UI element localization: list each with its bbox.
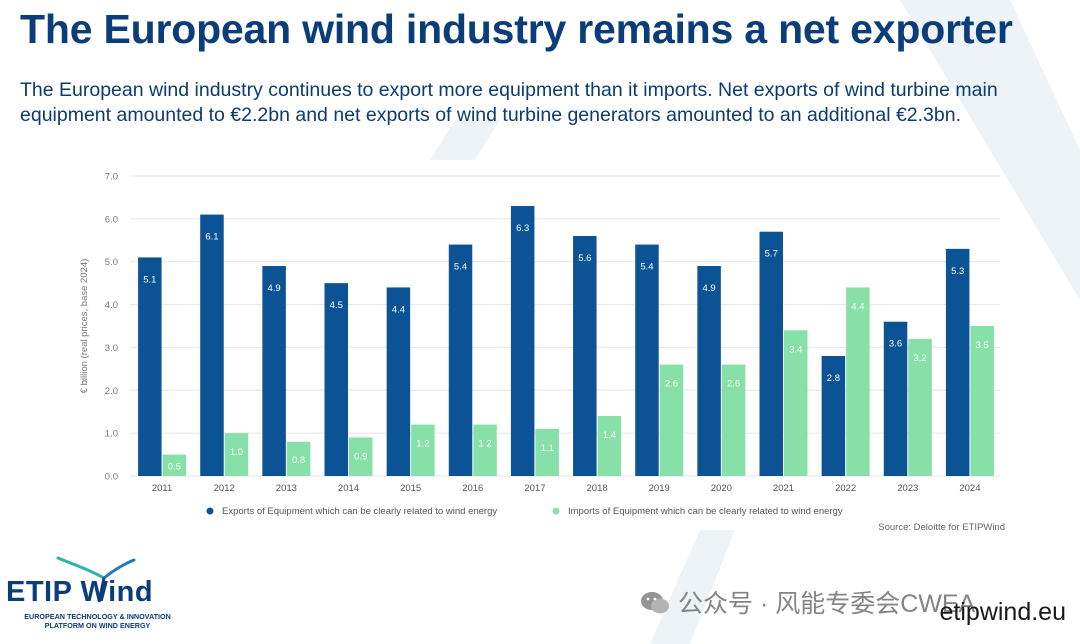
y-tick-label: 3.0 [105,343,118,354]
imports-bar [162,454,187,476]
legend-imports-marker [552,507,560,515]
imports-bar [908,338,932,476]
exports-bar [386,287,411,476]
imports-bar [970,326,994,476]
etip-wind-logo: ETIP Wind EUROPEAN TECHNOLOGY & INNOVATI… [6,556,191,636]
imports-bar [411,424,435,476]
y-tick-label: 1.0 [105,429,118,440]
watermark: 公众号 · 风能专委会CWEA [640,584,975,620]
y-tick-label: 2.0 [105,386,118,397]
y-tick-label: 6.0 [105,214,118,225]
exports-bar [635,244,659,476]
exports-data-label: 3.6 [889,339,902,350]
x-tick-label: 2017 [524,483,545,494]
x-tick-label: 2015 [400,483,421,494]
exports-bar [324,283,348,476]
x-tick-label: 2020 [711,483,732,494]
exports-data-label: 2.8 [827,373,840,384]
exports-data-label: 4.4 [392,304,405,315]
imports-data-label: 3.4 [789,344,802,355]
y-axis-label: € billion (real prices, base 2024) [79,259,90,394]
imports-data-label: 1.0 [230,447,243,458]
imports-bar [224,433,249,476]
page-title: The European wind industry remains a net… [20,6,1013,52]
x-tick-label: 2022 [835,483,856,494]
y-tick-label: 4.0 [105,300,118,311]
imports-data-label: 1.2 [416,439,429,450]
exports-data-label: 6.1 [205,232,218,243]
x-tick-label: 2023 [897,483,918,494]
imports-data-label: 0.5 [168,461,181,472]
imports-data-label: 4.4 [851,301,864,312]
exports-data-label: 5.3 [951,266,964,277]
y-tick-label: 0.0 [105,472,118,483]
watermark-text: 公众号 · 风能专委会CWEA [678,590,976,618]
exports-bar [697,266,721,476]
exports-bar [945,248,970,476]
exports-bar [262,266,286,476]
imports-data-label: 3.5 [976,340,989,351]
wind-turbine-icon [56,556,136,603]
exports-bar [138,257,162,476]
x-tick-label: 2012 [214,483,235,494]
imports-bar [784,330,808,476]
imports-data-label: 2.6 [727,379,740,390]
exports-data-label: 5.4 [640,262,653,273]
x-tick-label: 2021 [773,483,794,494]
logo-wordmark: ETIP Wind [6,576,154,608]
exports-bar [883,321,908,476]
imports-bar [535,428,559,476]
x-tick-label: 2019 [649,483,670,494]
page-subtitle: The European wind industry continues to … [20,79,998,126]
x-tick-label: 2014 [338,483,359,494]
imports-data-label: 1.1 [541,443,554,454]
exports-bar [510,206,535,476]
x-tick-label: 2018 [587,483,608,494]
imports-bar [846,287,870,476]
x-tick-label: 2013 [276,483,297,494]
wechat-icon [641,592,669,614]
exports-data-label: 6.3 [516,223,529,234]
x-tick-label: 2024 [959,483,980,494]
imports-bar [349,437,373,476]
exports-bar [821,356,846,476]
exports-bar [573,236,597,476]
x-tick-label: 2016 [462,483,483,494]
x-tick-label: 2011 [152,483,172,494]
exports-bar [759,231,783,476]
imports-data-label: 0.9 [354,451,367,462]
exports-data-label: 5.4 [454,262,467,273]
imports-bar [473,424,497,476]
bar-chart: 0.0 1.0 2.0 3.0 4.0 5.0 6.0 7.0 € billion (real … [79,172,1000,517]
legend-exports-marker [206,507,214,515]
imports-data-label: 3.2 [913,353,926,364]
imports-bar [597,416,622,476]
exports-data-label: 4.9 [267,283,280,294]
exports-data-label: 5.6 [578,253,591,264]
legend-imports-label: Imports of Equipment which can be clearl… [568,506,843,517]
imports-data-label: 1.4 [603,430,616,441]
y-tick-label: 5.0 [105,257,118,268]
imports-data-label: 2.6 [665,379,678,390]
imports-data-label: 0.8 [292,455,305,466]
exports-data-label: 4.5 [330,300,343,311]
y-tick-label: 7.0 [105,172,118,183]
exports-data-label: 5.7 [765,249,778,260]
website-url[interactable]: etipwind.eu [939,598,1066,626]
exports-bar [448,244,473,476]
exports-data-label: 5.1 [143,274,156,285]
chart-source: Source: Deloitte for ETIPWind [878,522,1005,533]
legend-exports-label: Exports of Equipment which can be clearl… [222,506,497,517]
exports-data-label: 4.9 [702,283,715,294]
exports-bar [200,214,224,477]
imports-data-label: 1.2 [478,439,491,450]
imports-bar [659,364,684,476]
imports-bar [721,364,746,476]
imports-bar [286,441,311,476]
logo-tagline: EUROPEAN TECHNOLOGY & INNOVATION PLATFOR… [24,612,171,630]
